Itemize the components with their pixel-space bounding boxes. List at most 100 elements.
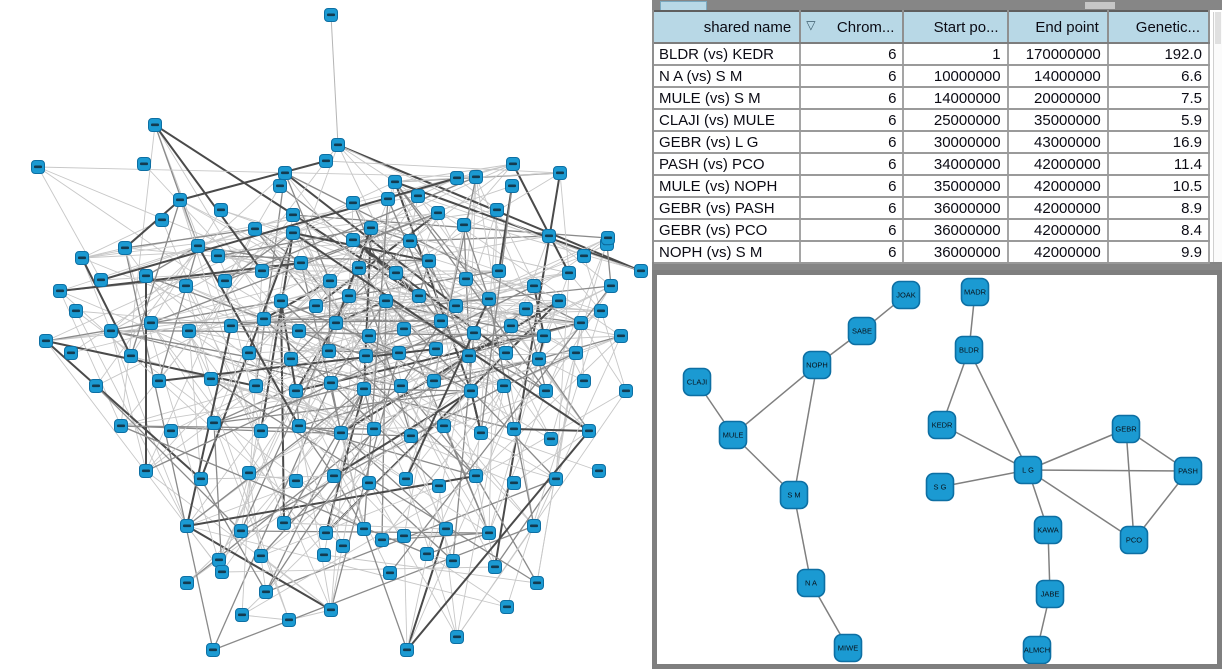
network-node[interactable] <box>497 379 511 393</box>
network-node[interactable] <box>212 553 226 567</box>
network-node[interactable] <box>329 316 343 330</box>
network-node[interactable] <box>327 469 341 483</box>
network-node[interactable] <box>634 264 648 278</box>
network-node[interactable] <box>394 379 408 393</box>
network-edge[interactable] <box>941 424 1029 471</box>
network-node[interactable] <box>249 379 263 393</box>
network-node-l-g[interactable]: L G <box>1013 455 1043 485</box>
network-node-n-a[interactable]: N A <box>796 568 826 598</box>
table-row[interactable]: MULE (vs) S M 6 14000000 20000000 7.5 <box>654 87 1211 110</box>
network-node[interactable] <box>309 299 323 313</box>
network-node[interactable] <box>224 319 238 333</box>
network-node[interactable] <box>255 264 269 278</box>
network-edge[interactable] <box>968 349 1029 471</box>
network-node[interactable] <box>278 166 292 180</box>
table-row[interactable]: GEBR (vs) PCO 6 36000000 42000000 8.4 <box>654 219 1211 242</box>
column-header-shared-name[interactable]: shared name <box>654 11 802 44</box>
network-node[interactable] <box>532 352 546 366</box>
network-node[interactable] <box>375 533 389 547</box>
network-node-kawa[interactable]: KAWA <box>1033 515 1063 545</box>
network-node[interactable] <box>89 379 103 393</box>
network-node[interactable] <box>124 349 138 363</box>
network-edge[interactable] <box>939 469 1029 488</box>
network-node[interactable] <box>331 138 345 152</box>
network-node-gebr[interactable]: GEBR <box>1111 414 1141 444</box>
network-node[interactable] <box>450 171 464 185</box>
network-node[interactable] <box>562 266 576 280</box>
network-node[interactable] <box>404 429 418 443</box>
network-node[interactable] <box>274 294 288 308</box>
network-node[interactable] <box>118 241 132 255</box>
network-node[interactable] <box>482 526 496 540</box>
network-node[interactable] <box>403 234 417 248</box>
network-node[interactable] <box>139 464 153 478</box>
main-network-canvas[interactable] <box>0 0 652 669</box>
network-node[interactable] <box>64 346 78 360</box>
network-node[interactable] <box>357 522 371 536</box>
network-node[interactable] <box>582 424 596 438</box>
network-node-madr[interactable]: MADR <box>960 277 990 307</box>
network-node[interactable] <box>362 329 376 343</box>
network-node[interactable] <box>474 426 488 440</box>
network-node[interactable] <box>549 472 563 486</box>
network-node[interactable] <box>507 422 521 436</box>
network-node[interactable] <box>362 476 376 490</box>
network-node[interactable] <box>94 273 108 287</box>
network-node[interactable] <box>139 269 153 283</box>
table-row[interactable]: NOPH (vs) S M 6 36000000 42000000 9.9 <box>654 241 1211 264</box>
network-node[interactable] <box>359 349 373 363</box>
horizontal-scrollbar-thumb[interactable] <box>1085 2 1115 9</box>
network-node[interactable] <box>277 516 291 530</box>
vertical-scrollbar[interactable] <box>1213 12 1222 262</box>
network-node[interactable] <box>254 549 268 563</box>
network-node[interactable] <box>429 342 443 356</box>
network-node[interactable] <box>69 304 83 318</box>
vertical-scrollbar-thumb[interactable] <box>1215 12 1221 44</box>
network-node[interactable] <box>248 222 262 236</box>
network-node-bldr[interactable]: BLDR <box>954 335 984 365</box>
network-node[interactable] <box>488 560 502 574</box>
column-header-start-po-[interactable]: Start po... <box>903 11 1009 44</box>
network-node-mule[interactable]: MULE <box>718 420 748 450</box>
filter-icon[interactable]: ▽ <box>806 18 816 32</box>
network-node[interactable] <box>389 266 403 280</box>
table-row[interactable]: N A (vs) S M 6 10000000 14000000 6.6 <box>654 65 1211 88</box>
network-node[interactable] <box>577 374 591 388</box>
network-node[interactable] <box>364 221 378 235</box>
network-edge[interactable] <box>1027 469 1189 472</box>
network-node[interactable] <box>411 189 425 203</box>
network-node[interactable] <box>530 576 544 590</box>
network-node[interactable] <box>235 608 249 622</box>
network-node[interactable] <box>242 466 256 480</box>
network-node-claji[interactable]: CLAJI <box>682 367 712 397</box>
network-node[interactable] <box>527 519 541 533</box>
network-node[interactable] <box>357 382 371 396</box>
network-node[interactable] <box>446 554 460 568</box>
network-node[interactable] <box>432 479 446 493</box>
network-node[interactable] <box>434 314 448 328</box>
network-node[interactable] <box>289 384 303 398</box>
network-node-pco[interactable]: PCO <box>1119 525 1149 555</box>
network-node[interactable] <box>397 322 411 336</box>
network-node[interactable] <box>179 279 193 293</box>
network-node[interactable] <box>527 279 541 293</box>
network-node[interactable] <box>319 154 333 168</box>
network-node[interactable] <box>367 422 381 436</box>
network-node[interactable] <box>449 299 463 313</box>
network-node[interactable] <box>182 324 196 338</box>
network-node-s-g[interactable]: S G <box>925 472 955 502</box>
network-node[interactable] <box>152 374 166 388</box>
network-node[interactable] <box>614 329 628 343</box>
network-node[interactable] <box>215 565 229 579</box>
network-node[interactable] <box>173 193 187 207</box>
network-node[interactable] <box>206 643 220 657</box>
table-row[interactable]: GEBR (vs) PASH 6 36000000 42000000 8.9 <box>654 197 1211 220</box>
network-node[interactable] <box>601 231 615 245</box>
network-node[interactable] <box>292 324 306 338</box>
network-edge[interactable] <box>793 364 818 496</box>
network-node-jabe[interactable]: JABE <box>1035 579 1065 609</box>
network-node[interactable] <box>211 249 225 263</box>
network-node[interactable] <box>464 384 478 398</box>
network-node[interactable] <box>577 249 591 263</box>
network-node-miwe[interactable]: MIWE <box>833 633 863 663</box>
